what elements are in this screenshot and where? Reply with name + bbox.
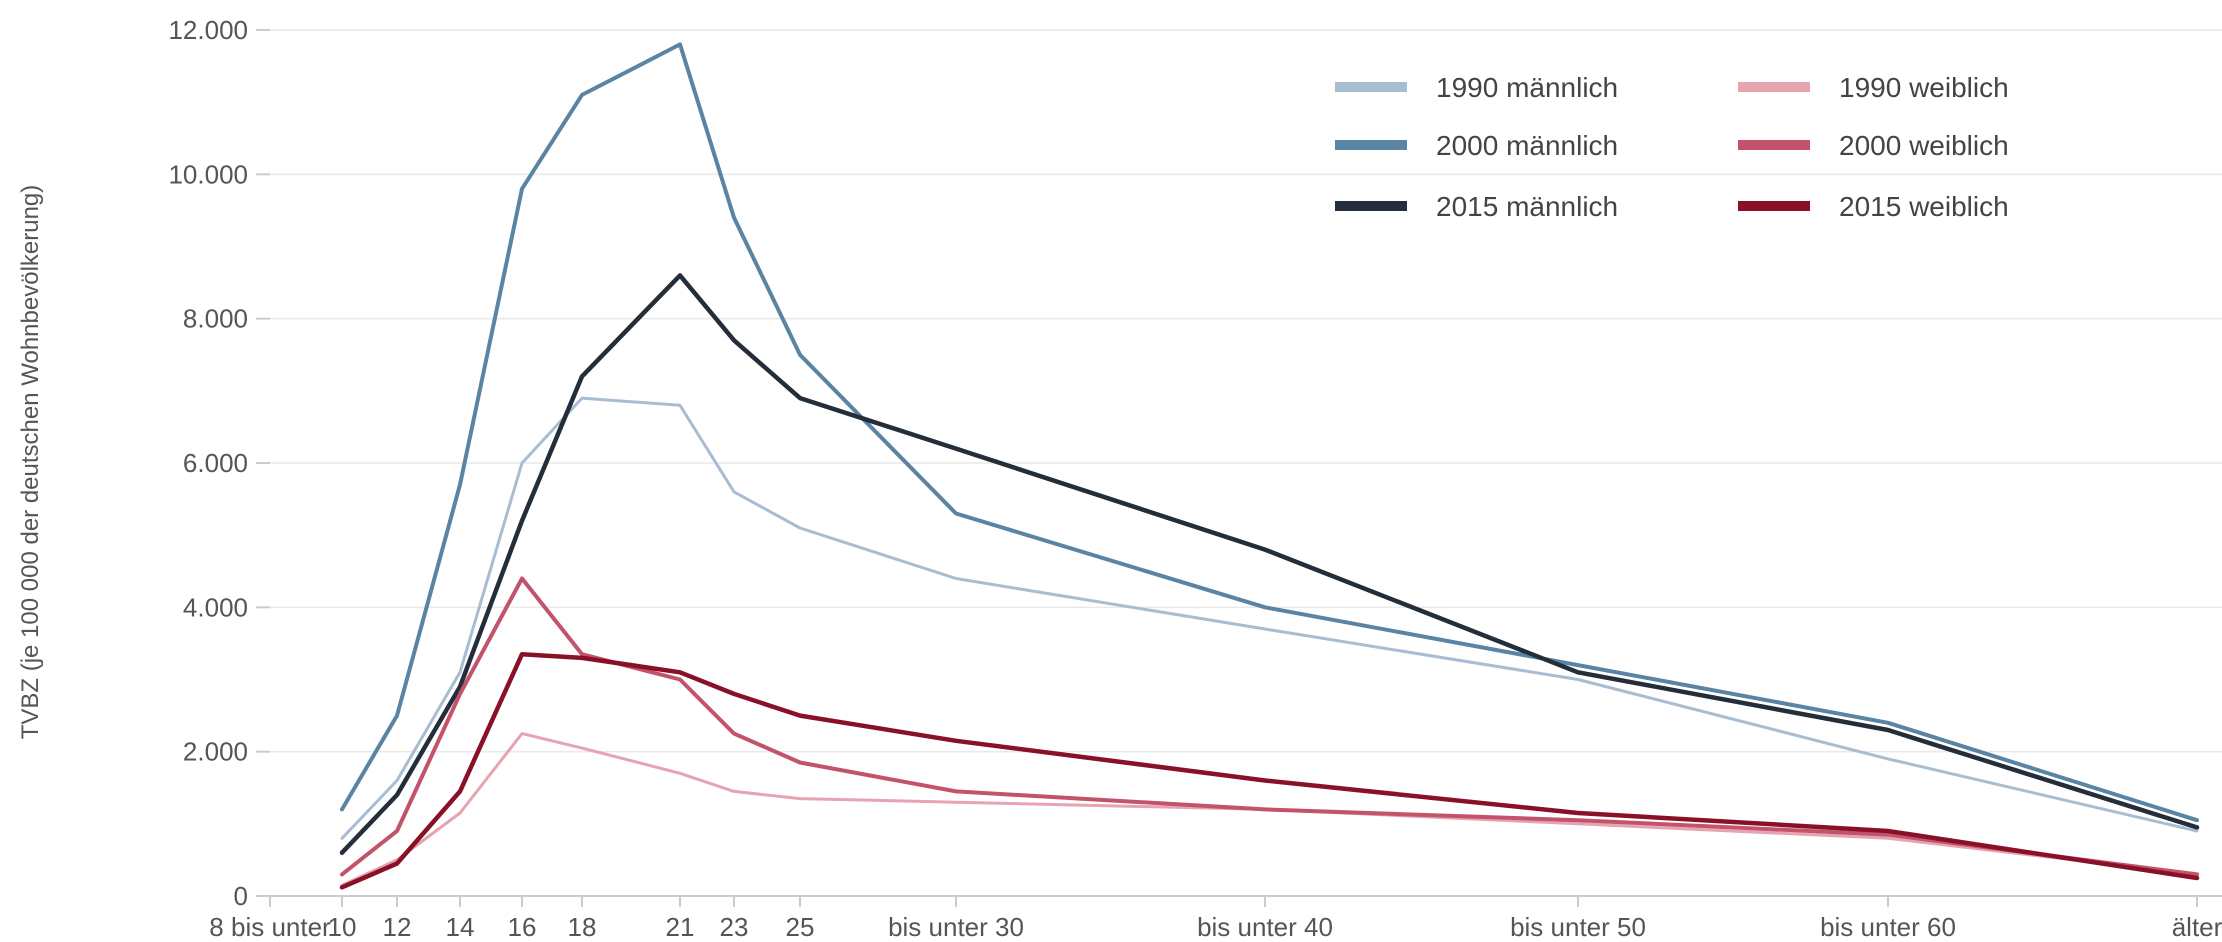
legend: 1990 männlich 2000 männlich 2015 männlich 1… [1335,72,2009,222]
legend-swatch [1335,201,1407,211]
x-tick-label: 18 [568,912,597,942]
legend-swatch [1738,140,1810,150]
legend-swatch [1335,82,1407,92]
x-tick-label: 16 [508,912,537,942]
x-tick-label: 25 [786,912,815,942]
legend-swatch [1335,140,1407,150]
gridlines [270,29,2222,753]
series-line-5 [339,651,2200,890]
series-line-3 [340,732,2199,887]
series-line-0 [340,396,2199,840]
x-tick-label: bis unter 30 [888,912,1024,942]
y-tick-label: 8.000 [183,304,248,334]
series-line-1 [340,42,2199,823]
x-tick-label: bis unter 60 [1820,912,1956,942]
x-tick-label: älter [2172,912,2222,942]
y-tick-label: 4.000 [183,592,248,622]
legend-label: 2000 weiblich [1839,130,2009,161]
legend-label: 1990 männlich [1436,72,1618,103]
x-tick-label: 10 [328,912,357,942]
y-tick-label: 2.000 [183,737,248,767]
series-line-4 [340,576,2199,877]
y-tick-label: 6.000 [183,448,248,478]
legend-label: 2015 männlich [1436,191,1618,222]
x-tick-label: 21 [666,912,695,942]
x-tick-label: 14 [446,912,475,942]
x-tick-label: 23 [720,912,749,942]
y-tick-label: 12.000 [168,15,248,45]
y-tick-label: 0 [234,881,248,911]
x-tick-label: 8 bis unter [209,912,331,942]
series-layer [339,42,2200,890]
legend-swatch [1738,82,1810,92]
y-tick-labels: 0 2.000 4.000 6.000 8.000 10.000 12.000 [168,15,270,911]
y-axis-title: TVBZ (je 100 000 der deutschen Wohnbevöl… [17,185,44,740]
x-tick-label: bis unter 50 [1510,912,1646,942]
legend-label: 2000 männlich [1436,130,1618,161]
series-line-2 [339,273,2200,855]
x-tick-label: 12 [383,912,412,942]
legend-label: 2015 weiblich [1839,191,2009,222]
x-tick-label: bis unter 40 [1197,912,1333,942]
y-tick-label: 10.000 [168,159,248,189]
legend-swatch [1738,201,1810,211]
legend-label: 1990 weiblich [1839,72,2009,103]
